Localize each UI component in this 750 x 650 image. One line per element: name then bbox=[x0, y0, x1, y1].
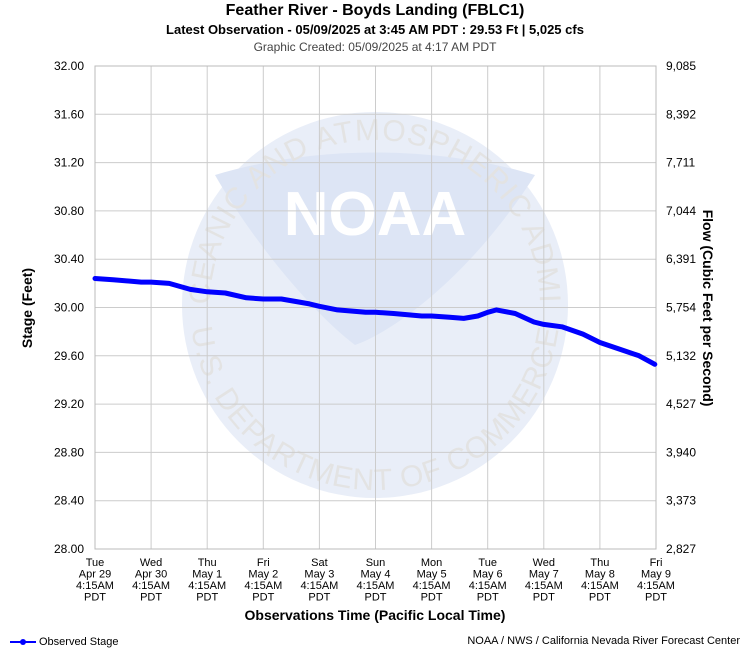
y2-tick-label: 2,827 bbox=[666, 542, 696, 556]
y-tick-label: 30.40 bbox=[54, 252, 84, 266]
y-tick-label: 28.80 bbox=[54, 445, 84, 459]
y2-axis-label: Flow (Cubic Feet per Second) bbox=[700, 210, 716, 407]
y2-tick-label: 7,711 bbox=[666, 156, 695, 170]
x-tick-label: Thu May 1 4:15AM PDT bbox=[188, 557, 226, 604]
y2-tick-label: 3,373 bbox=[666, 494, 696, 508]
series-line-observed-stage bbox=[92, 276, 658, 367]
graphic-created: Graphic Created: 05/09/2025 at 4:17 AM P… bbox=[253, 40, 497, 54]
y-tick-label: 30.00 bbox=[54, 301, 84, 315]
x-tick-label: Sun May 4 4:15AM PDT bbox=[357, 557, 395, 604]
y-tick-label: 31.20 bbox=[54, 156, 84, 170]
y2-tick-label: 5,132 bbox=[666, 349, 696, 363]
x-tick-label: Wed May 7 4:15AM PDT bbox=[525, 557, 563, 604]
grid bbox=[94, 65, 657, 550]
x-tick-label: Tue May 6 4:15AM PDT bbox=[469, 557, 507, 604]
y-axis-label: Stage (Feet) bbox=[19, 268, 35, 348]
y2-tick-label: 4,527 bbox=[666, 397, 696, 411]
y2-tick-label: 8,392 bbox=[666, 107, 696, 121]
credit: NOAA / NWS / California Nevada River For… bbox=[467, 635, 740, 647]
y-tick-label: 28.00 bbox=[54, 542, 84, 556]
y-tick-label: 32.00 bbox=[54, 59, 84, 73]
plot-frame bbox=[94, 65, 657, 550]
y2-tick-label: 5,754 bbox=[666, 301, 696, 315]
y-tick-label: 28.40 bbox=[54, 494, 84, 508]
x-tick-label: Tue Apr 29 4:15AM PDT bbox=[76, 557, 114, 604]
x-tick-label: Thu May 8 4:15AM PDT bbox=[581, 557, 619, 604]
axes: 28.00 2,827 28.40 3,373 28.80 3,940 29.20 4,527… bbox=[54, 59, 696, 604]
y2-tick-label: 7,044 bbox=[666, 204, 696, 218]
y-tick-label: 30.80 bbox=[54, 204, 84, 218]
x-tick-label: Wed Apr 30 4:15AM PDT bbox=[132, 557, 170, 604]
legend-line-icon bbox=[10, 639, 36, 645]
x-tick-label: Mon May 5 4:15AM PDT bbox=[413, 557, 451, 604]
legend-label: Observed Stage bbox=[39, 636, 119, 648]
x-tick-label: Fri May 2 4:15AM PDT bbox=[244, 557, 282, 604]
y-tick-label: 29.20 bbox=[54, 397, 84, 411]
noaa-watermark: NOAANATIONAL OCEANIC AND ATMOSPHERIC ADM… bbox=[0, 0, 568, 498]
y2-tick-label: 6,391 bbox=[666, 252, 696, 266]
x-tick-label: Sat May 3 4:15AM PDT bbox=[300, 557, 338, 604]
x-tick-label: Fri May 9 4:15AM PDT bbox=[637, 557, 675, 604]
chart-title: Feather River - Boyds Landing (FBLC1) bbox=[225, 2, 525, 19]
y2-tick-label: 3,940 bbox=[666, 445, 696, 459]
series-layer bbox=[92, 276, 658, 367]
x-axis-label: Observations Time (Pacific Local Time) bbox=[245, 607, 506, 623]
y-tick-label: 29.60 bbox=[54, 349, 84, 363]
y2-tick-label: 9,085 bbox=[666, 59, 696, 73]
legend: Observed Stage bbox=[10, 636, 119, 648]
y-tick-label: 31.60 bbox=[54, 107, 84, 121]
latest-observation: Latest Observation - 05/09/2025 at 3:45 … bbox=[166, 22, 584, 37]
